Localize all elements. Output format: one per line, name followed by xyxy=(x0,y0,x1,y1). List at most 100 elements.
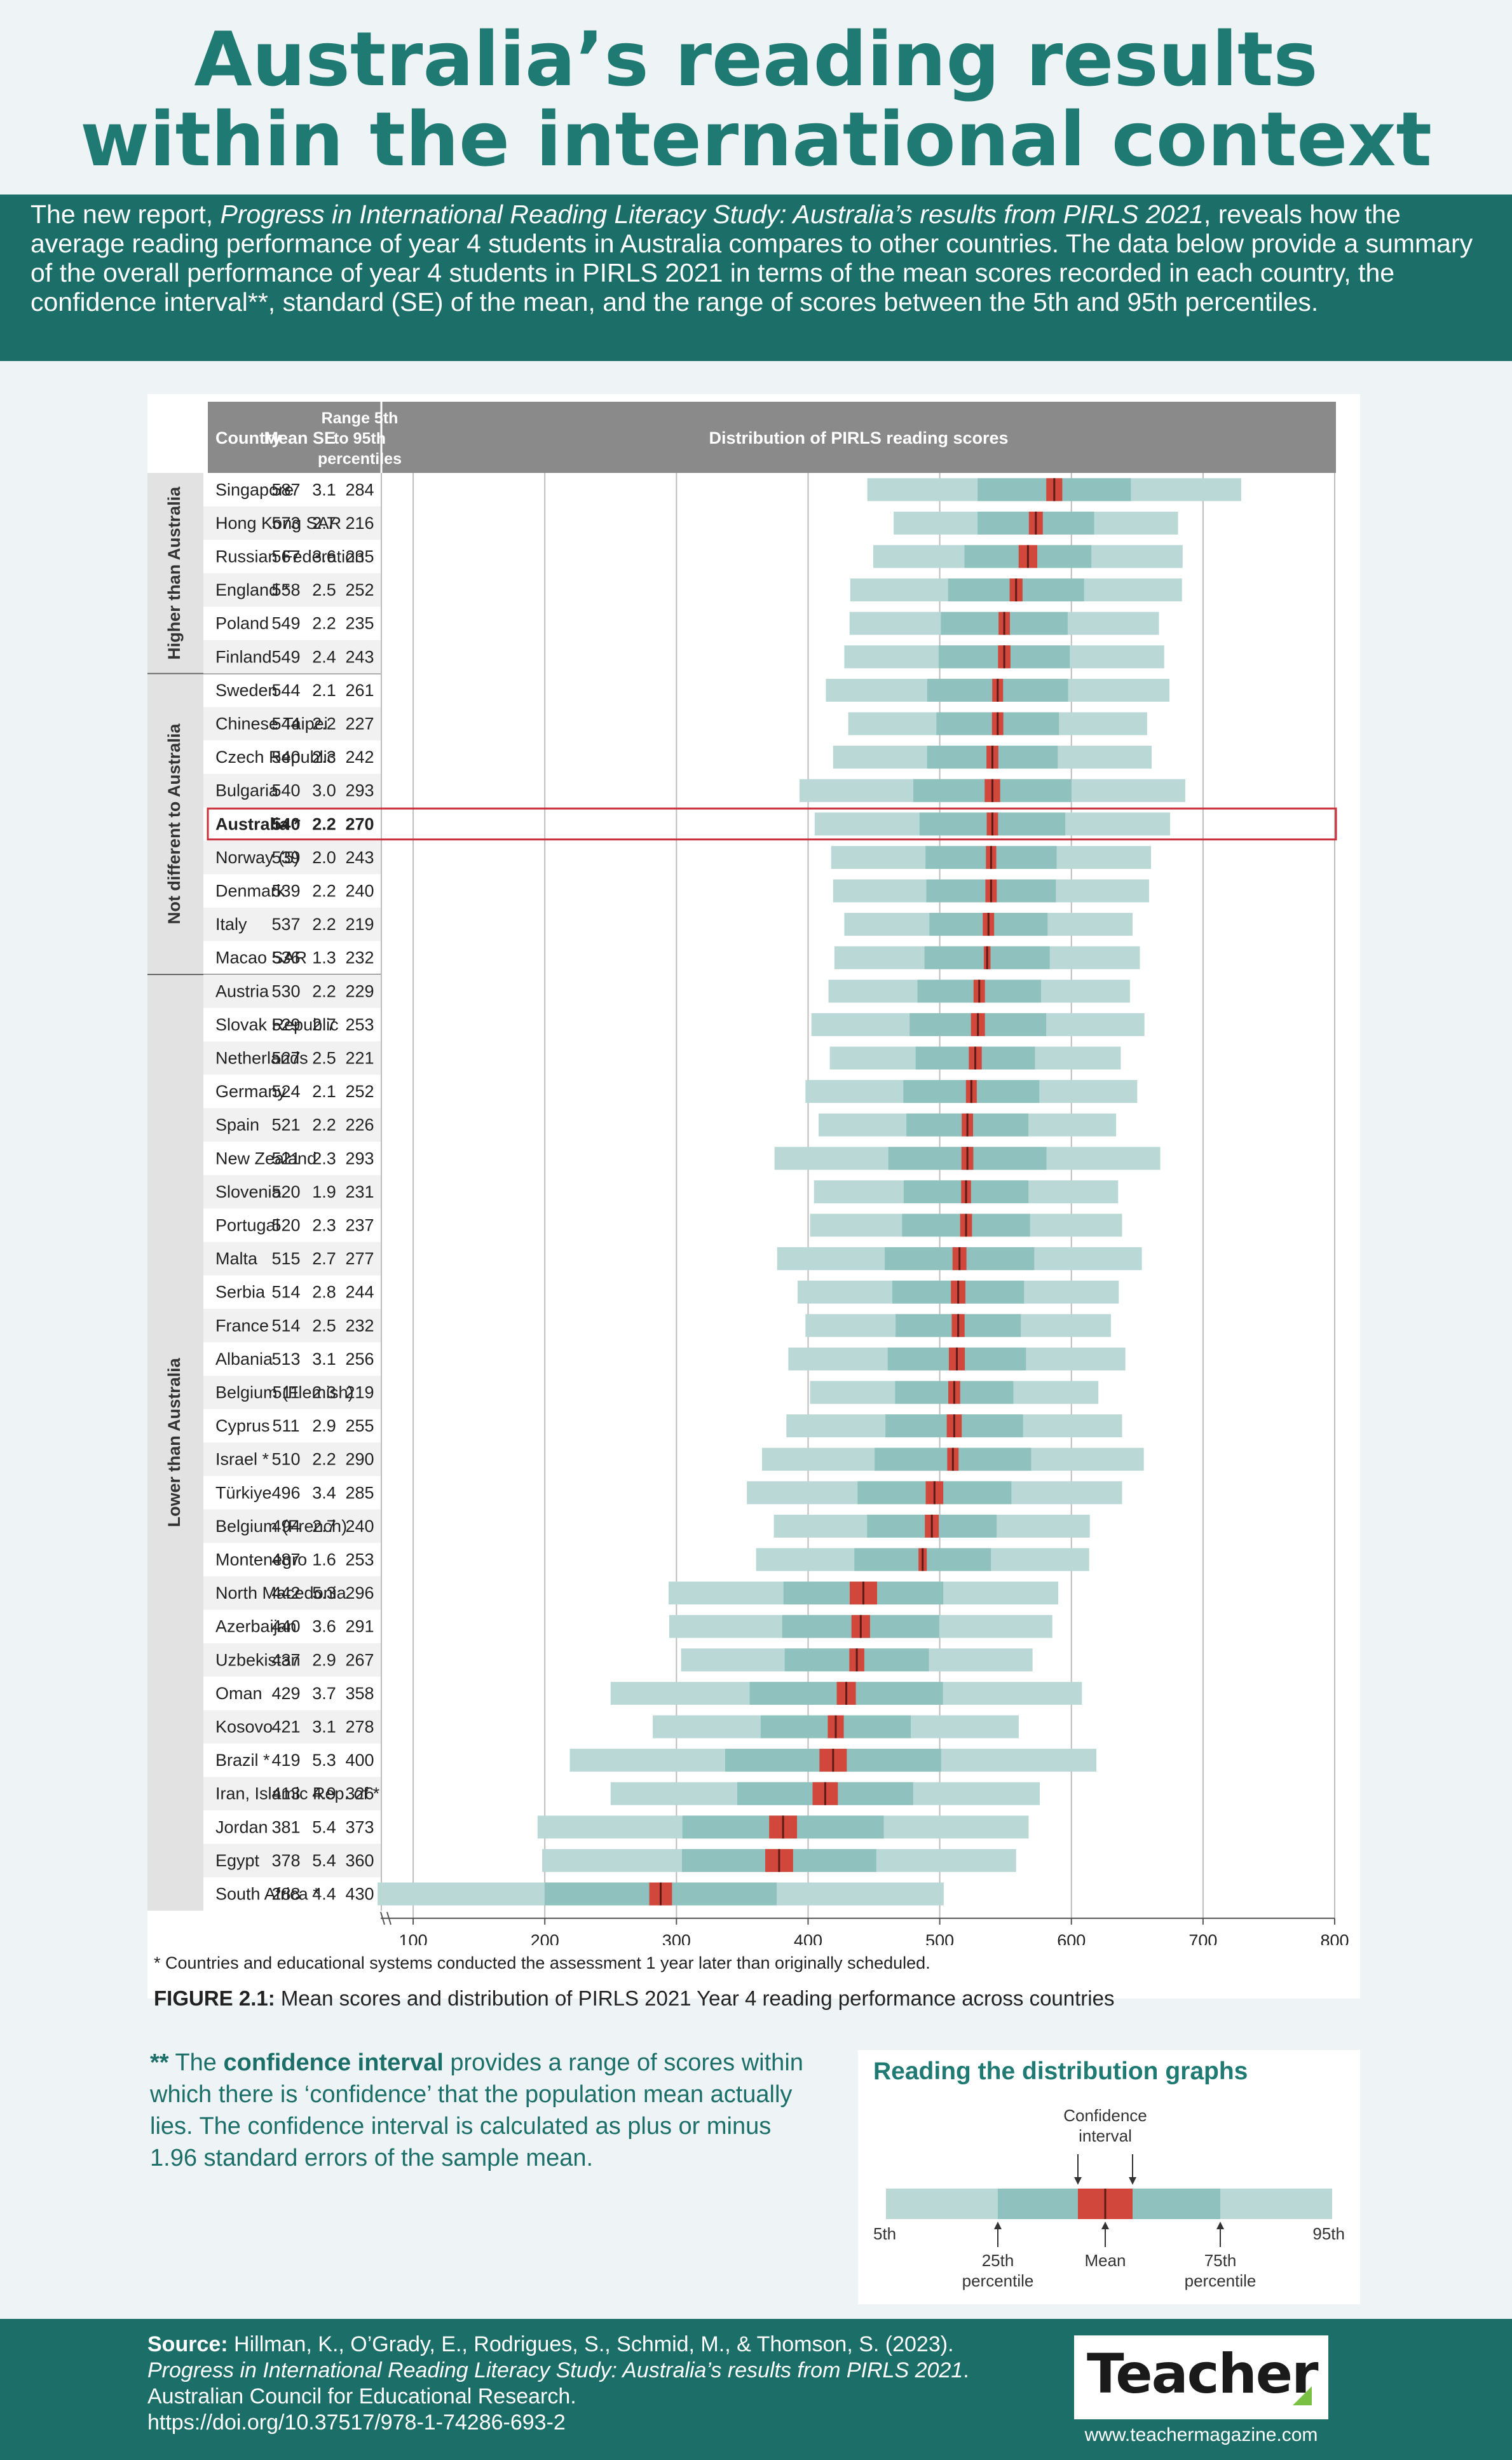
country-label: Hong Kong SAR xyxy=(215,514,341,533)
guide-p95: 95th xyxy=(1312,2224,1345,2243)
range-value: 291 xyxy=(345,1617,374,1636)
header-range-3: percentiles xyxy=(318,450,402,468)
se-value: 2.7 xyxy=(312,1517,336,1536)
se-value: 2.3 xyxy=(312,1383,336,1402)
mean-value: 521 xyxy=(271,1149,300,1168)
mean-value: 515 xyxy=(271,1249,300,1268)
se-value: 2.2 xyxy=(312,882,336,901)
country-label: Macao SAR xyxy=(215,948,307,967)
range-value: 256 xyxy=(345,1350,374,1369)
ci-bold: confidence interval xyxy=(223,2049,444,2076)
range-value: 231 xyxy=(345,1182,374,1201)
se-value: 2.3 xyxy=(312,1216,336,1235)
range-value: 373 xyxy=(345,1817,374,1836)
row-stripe xyxy=(203,506,381,540)
caption-text: Mean scores and distribution of PIRLS 20… xyxy=(280,1986,1115,2010)
range-value: 240 xyxy=(345,1517,374,1536)
guide-ci-arrowhead-right xyxy=(1129,2177,1136,2185)
range-value: 252 xyxy=(345,580,374,599)
teacher-logo[interactable]: Teacher xyxy=(1074,2335,1328,2419)
se-value: 3.6 xyxy=(312,1617,336,1636)
range-value: 221 xyxy=(345,1049,374,1068)
se-value: 3.1 xyxy=(312,480,336,499)
range-value: 242 xyxy=(345,748,374,767)
intro-text-1: The new report, xyxy=(31,200,221,229)
se-value: 2.3 xyxy=(312,1149,336,1168)
guide-ci-label-1: Confidence xyxy=(1063,2106,1147,2125)
mean-value: 539 xyxy=(271,882,300,901)
mean-value: 529 xyxy=(271,1015,300,1034)
x-tick-label: 200 xyxy=(531,1931,559,1945)
country-label: Slovak Republic xyxy=(215,1015,339,1034)
range-value: 255 xyxy=(345,1416,374,1435)
mean-value: 521 xyxy=(271,1116,300,1135)
se-value: 2.9 xyxy=(312,1416,336,1435)
row-stripe xyxy=(203,1777,381,1810)
highlight-box xyxy=(207,807,1337,841)
footnote: * Countries and educational systems cond… xyxy=(154,1953,930,1972)
title-line-2: within the international context xyxy=(80,95,1432,183)
mean-value: 520 xyxy=(271,1216,300,1235)
source-text-2: . Australian Council for Educational Res… xyxy=(147,2358,969,2409)
x-tick-label: 500 xyxy=(925,1931,954,1945)
x-tick-label: 100 xyxy=(399,1931,428,1945)
ci-text-1: The xyxy=(168,2049,224,2076)
country-label: Israel * xyxy=(215,1450,269,1469)
se-value: 2.5 xyxy=(312,1049,336,1068)
guide-p25-1: 25th xyxy=(982,2251,1014,2270)
group-label-3: Lower than Australia xyxy=(165,1357,184,1527)
source-doi[interactable]: https://doi.org/10.37517/978-1-74286-693… xyxy=(147,2410,566,2435)
country-label: Uzbekistan xyxy=(215,1650,301,1669)
header-country: Country xyxy=(215,428,282,448)
se-value: 1.3 xyxy=(312,948,336,967)
row-stripe xyxy=(203,1442,381,1476)
se-value: 2.5 xyxy=(312,1316,336,1335)
country-label: Jordan xyxy=(215,1817,268,1836)
row-stripe xyxy=(203,840,381,875)
range-value: 270 xyxy=(345,814,374,833)
se-value: 2.0 xyxy=(312,848,336,867)
source-citation: Source: Hillman, K., O’Grady, E., Rodrig… xyxy=(147,2332,1037,2436)
range-value: 243 xyxy=(345,848,374,867)
header-se: SE xyxy=(313,428,336,448)
range-value: 232 xyxy=(345,948,374,967)
row-stripe xyxy=(203,1843,381,1878)
se-value: 5.3 xyxy=(312,1583,336,1602)
mean-value: 587 xyxy=(271,480,300,499)
se-value: 3.7 xyxy=(312,1684,336,1703)
row-stripe xyxy=(203,774,381,807)
country-label: England * xyxy=(215,580,290,599)
source-label: Source: xyxy=(147,2332,228,2356)
ci-text-2: provides a range of scores within which … xyxy=(150,2049,803,2171)
country-label: Italy xyxy=(215,915,247,934)
se-value: 2.2 xyxy=(312,714,336,734)
row-stripe xyxy=(203,1576,381,1610)
row-stripe xyxy=(203,1041,381,1075)
site-url[interactable]: www.teachermagazine.com xyxy=(1084,2424,1318,2445)
country-label: Portugal xyxy=(215,1216,280,1235)
logo-word: Teacher xyxy=(1087,2342,1319,2406)
x-tick-label: 700 xyxy=(1188,1931,1217,1945)
range-value: 293 xyxy=(345,1149,374,1168)
row-stripe xyxy=(203,1241,381,1276)
guide-mean: Mean xyxy=(1084,2251,1126,2270)
range-value: 400 xyxy=(345,1751,374,1770)
header-range-1: Range 5th xyxy=(322,409,398,427)
group-label-2: Not different to Australia xyxy=(165,723,184,924)
range-value: 235 xyxy=(345,614,374,633)
mean-value: 539 xyxy=(271,848,300,867)
range-value: 237 xyxy=(345,1216,374,1235)
range-value: 278 xyxy=(345,1718,374,1737)
mean-value: 540 xyxy=(271,814,300,833)
mean-value: 510 xyxy=(271,1450,300,1469)
country-label: Sweden xyxy=(215,681,278,700)
se-value: 2.2 xyxy=(312,614,336,633)
figure-caption: FIGURE 2.1: Mean scores and distribution… xyxy=(154,1986,1114,2011)
range-value: 219 xyxy=(345,1383,374,1402)
mean-value: 544 xyxy=(271,681,300,700)
range-value: 261 xyxy=(345,681,374,700)
row-stripe xyxy=(203,573,381,607)
country-label: France xyxy=(215,1316,269,1335)
se-value: 2.8 xyxy=(312,1283,336,1302)
